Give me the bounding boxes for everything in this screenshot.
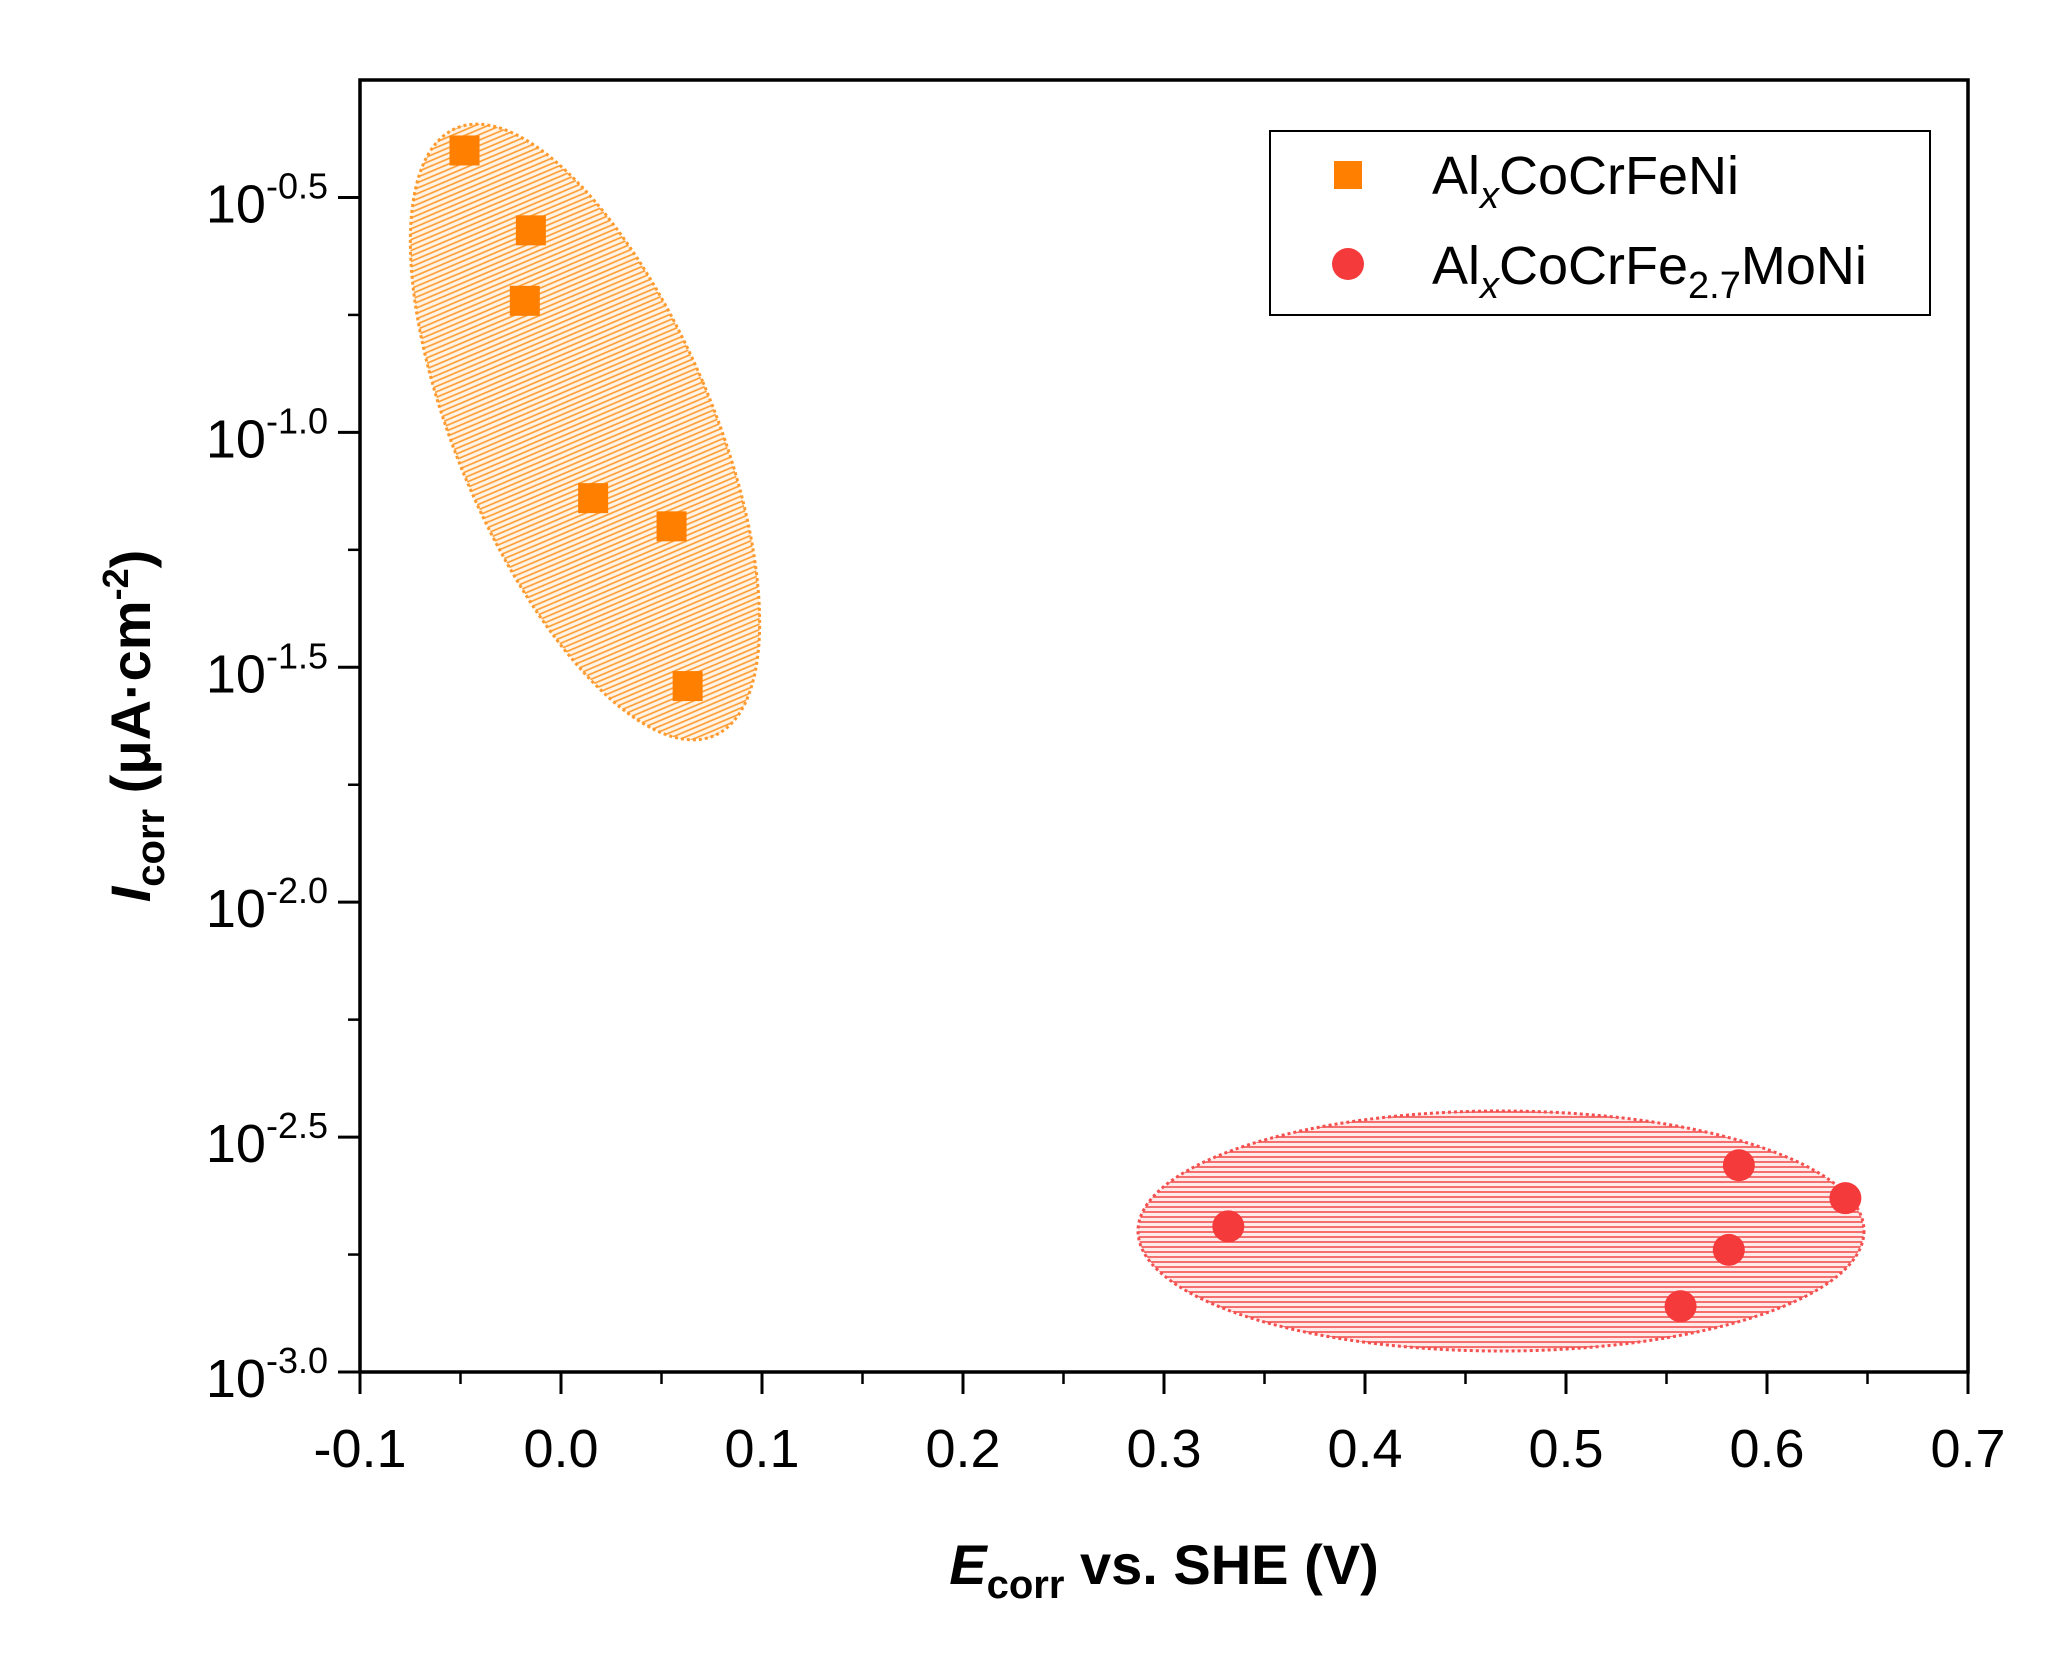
data-point-circle	[1212, 1210, 1245, 1243]
data-point-square	[578, 483, 609, 514]
legend-marker-square	[1334, 161, 1362, 189]
y-axis-title: Icorr (μA·cm-2)	[95, 550, 173, 903]
legend-label-series-1: AlxCoCrFeNi	[1432, 146, 1739, 217]
legend-s2-sub2: 2.7	[1688, 265, 1741, 307]
x-tick-label: 0.2	[925, 1419, 1000, 1479]
x-axis-symbol: E	[949, 1533, 988, 1596]
y-axis-rest: (μA·cm	[99, 600, 162, 809]
data-point-square	[515, 215, 546, 246]
x-tick-label: 0.0	[523, 1419, 598, 1479]
y-tick-label: 10-2.5	[206, 1105, 328, 1174]
y-axis-close: )	[99, 550, 162, 569]
data-point-circle	[1722, 1149, 1755, 1182]
x-tick-label: 0.1	[724, 1419, 799, 1479]
legend-s1-mid: CoCrFeNi	[1499, 146, 1739, 206]
legend-box	[1269, 130, 1931, 316]
x-tick-label: 0.7	[1930, 1419, 2005, 1479]
legend-s2-end: MoNi	[1741, 236, 1867, 296]
y-tick-label: 10-3.0	[206, 1340, 328, 1409]
cluster-region-alxcocrfeni	[408, 122, 762, 742]
y-tick-label: 10-0.5	[206, 165, 328, 234]
y-tick-label: 10-1.0	[206, 400, 328, 469]
x-tick-label: 0.6	[1729, 1419, 1804, 1479]
y-axis-ticks: 10-0.5 10-1.0 10-1.5 10-2.0 10-2.5 10-3.0	[206, 165, 360, 1409]
y-axis-symbol: I	[99, 885, 162, 902]
x-axis-subscript: corr	[987, 1563, 1065, 1607]
y-tick-label: 10-1.5	[206, 635, 328, 704]
data-point-square	[449, 135, 480, 166]
legend: AlxCoCrFeNi AlxCoCrFe2.7MoNi	[1269, 130, 1931, 316]
y-axis-superscript: -2	[95, 568, 136, 600]
data-point-square	[672, 671, 703, 702]
y-axis-subscript: corr	[129, 809, 173, 887]
data-point-circle	[1664, 1290, 1697, 1323]
x-axis-title: Ecorr vs. SHE (V)	[949, 1533, 1379, 1607]
legend-s2-mid: CoCrFe	[1499, 236, 1688, 296]
x-tick-label: -0.1	[313, 1419, 406, 1479]
legend-marker-circle	[1332, 248, 1364, 280]
cluster-region-alxcocrfe27moni	[1136, 1109, 1866, 1353]
data-point-circle	[1829, 1182, 1862, 1215]
legend-s2-main: Al	[1432, 236, 1480, 296]
x-axis-ticks: -0.1 0.0 0.1 0.2 0.3 0.4 0.5 0.6 0.7	[313, 1372, 2006, 1479]
x-tick-label: 0.5	[1528, 1419, 1603, 1479]
legend-s2-sub1: x	[1478, 265, 1501, 307]
x-axis-rest: vs. SHE (V)	[1064, 1533, 1378, 1596]
legend-s1-main: Al	[1432, 146, 1480, 206]
legend-label-series-2: AlxCoCrFe2.7MoNi	[1432, 236, 1867, 307]
x-tick-label: 0.4	[1327, 1419, 1402, 1479]
data-points	[449, 135, 1862, 1323]
legend-s1-sub: x	[1478, 175, 1501, 217]
x-tick-label: 0.3	[1126, 1419, 1201, 1479]
data-point-circle	[1712, 1233, 1745, 1266]
y-tick-label: 10-2.0	[206, 870, 328, 939]
data-point-square	[656, 511, 687, 542]
data-point-square	[509, 285, 540, 316]
